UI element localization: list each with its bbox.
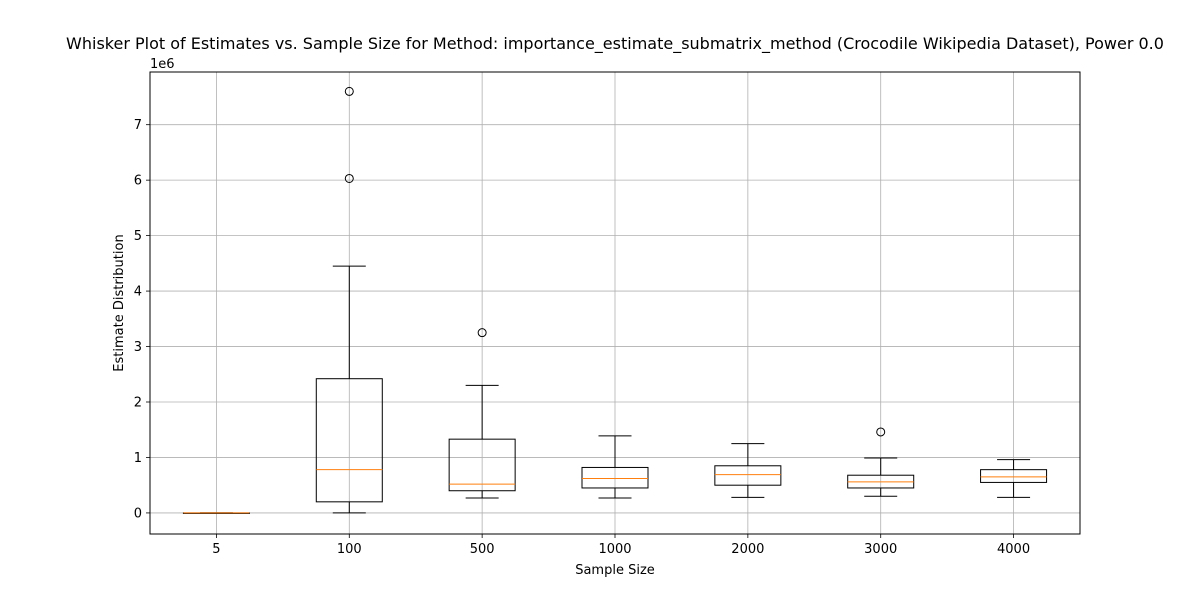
box-4000 [980,459,1048,498]
y-tick-label: 5 [134,229,142,244]
box-layer [182,86,1048,514]
y-tick-label: 7 [134,118,142,133]
box-2000 [714,443,782,498]
y-offset-label: 1e6 [150,57,175,72]
outlier-point [876,427,886,437]
y-axis-label: Estimate Distribution [112,234,127,371]
grid-lines [150,72,1080,534]
x-axis-label: Sample Size [575,563,655,578]
iqr-box [315,378,383,503]
y-tick-label: 4 [134,285,142,300]
chart-title: Whisker Plot of Estimates vs. Sample Siz… [66,34,1164,54]
box-1000 [581,435,649,499]
x-tick-label: 500 [470,542,495,557]
box-500 [448,328,516,499]
y-axis: 0 1 2 3 4 5 6 7 [134,118,150,521]
box-100 [315,86,383,514]
iqr-box [714,465,782,486]
y-tick-label: 6 [134,174,142,189]
outlier-point [344,173,354,183]
y-tick-label: 3 [134,340,142,355]
y-tick-label: 2 [134,396,142,411]
iqr-box [980,469,1048,483]
x-tick-label: 100 [337,542,362,557]
outlier-point [477,328,487,338]
outlier-point [344,86,354,96]
y-tick-label: 0 [134,506,142,521]
iqr-box [448,438,516,492]
iqr-box [581,466,649,489]
x-tick-label: 1000 [598,542,631,557]
x-tick-label: 4000 [997,542,1030,557]
box-3000 [847,427,915,497]
y-tick-label: 1 [134,451,142,466]
x-tick-label: 5 [212,542,220,557]
x-tick-label: 2000 [731,542,764,557]
box-5 [182,512,250,514]
x-tick-label: 3000 [864,542,897,557]
x-axis: 5 100 500 1000 2000 3000 4000 [212,534,1030,557]
